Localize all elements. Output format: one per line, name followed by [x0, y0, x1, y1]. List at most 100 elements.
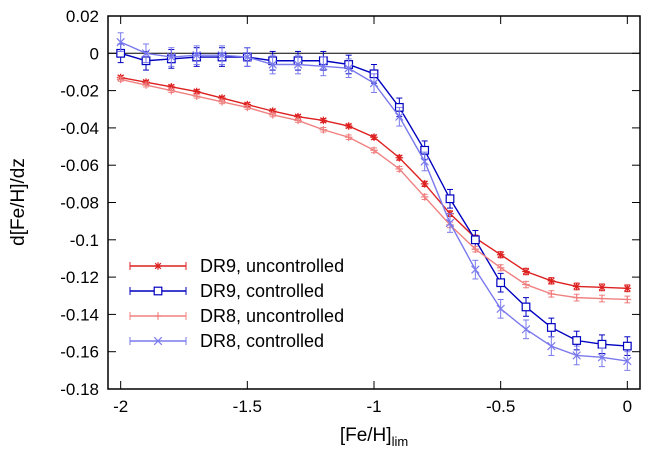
data-point	[546, 323, 556, 332]
data-point	[420, 193, 429, 201]
data-point	[445, 194, 455, 204]
data-point	[522, 280, 530, 289]
legend-item: DR8, uncontrolled	[129, 306, 344, 326]
asterisk-marker-b	[522, 268, 530, 275]
cross-marker-b	[116, 37, 125, 47]
y-tick-label: -0.08	[60, 194, 99, 213]
data-point	[319, 62, 328, 71]
series-4	[116, 32, 632, 371]
data-point	[116, 37, 125, 47]
x-tick-label: 0	[623, 397, 632, 416]
cross-marker-b	[623, 356, 632, 366]
square-marker	[597, 339, 607, 349]
data-point	[141, 49, 151, 58]
y-tick-label: -0.04	[60, 119, 99, 138]
data-point	[597, 353, 607, 362]
cross-marker-b	[572, 351, 581, 360]
data-point	[344, 133, 353, 142]
data-point	[344, 63, 353, 73]
legend-item: DR9, uncontrolled	[129, 256, 344, 276]
asterisk-marker-b	[370, 133, 378, 141]
data-point	[622, 341, 632, 351]
asterisk-marker-b	[573, 283, 580, 290]
series-3	[116, 75, 632, 304]
y-tick-label: 0	[90, 44, 99, 63]
legend-label: DR8, controlled	[200, 331, 324, 351]
cross-marker-b	[547, 341, 556, 351]
y-tick-label: -0.06	[60, 156, 99, 175]
cross-marker-b	[344, 63, 353, 73]
data-point	[294, 116, 302, 125]
legend-item: DR9, controlled	[129, 281, 324, 301]
y-tick-label: -0.16	[60, 343, 99, 362]
data-point	[395, 112, 404, 121]
legend-marker	[153, 336, 163, 346]
data-point	[192, 92, 201, 100]
data-point	[623, 295, 632, 304]
cross-marker-b	[597, 353, 607, 362]
x-tick-label: -1.5	[233, 397, 262, 416]
x-tick-label: -0.5	[486, 397, 515, 416]
asterisk-marker-b	[624, 285, 631, 292]
data-point	[623, 356, 632, 366]
data-point	[496, 304, 505, 314]
cross-marker-b	[167, 52, 176, 62]
cross-marker-b	[395, 112, 404, 121]
data-point	[243, 52, 252, 62]
data-point	[471, 245, 480, 253]
data-point	[572, 293, 581, 302]
cross-marker-b	[192, 50, 201, 60]
data-point	[268, 111, 277, 119]
asterisk-marker-b	[320, 117, 327, 124]
legend-item: DR8, controlled	[129, 331, 324, 351]
asterisk-marker-b	[548, 277, 555, 285]
data-point	[420, 157, 429, 166]
data-point	[547, 277, 556, 285]
square-marker	[496, 278, 506, 288]
data-point	[522, 267, 530, 276]
data-point	[217, 50, 227, 60]
series-line	[120, 78, 628, 301]
cross-marker-b	[471, 265, 480, 274]
asterisk-marker-b	[598, 284, 606, 291]
square-marker	[153, 286, 163, 296]
legend-marker	[154, 312, 162, 320]
y-tick-label: 0.02	[66, 7, 99, 26]
data-point	[243, 103, 252, 112]
data-point	[471, 265, 480, 274]
y-tick-label: -0.18	[60, 380, 99, 399]
data-point	[344, 122, 353, 130]
data-point	[547, 290, 556, 298]
data-point	[572, 336, 582, 345]
data-point	[192, 50, 201, 60]
asterisk-marker-b	[193, 88, 200, 95]
data-point	[319, 125, 328, 134]
square-marker	[622, 341, 632, 351]
legend-marker	[154, 262, 162, 270]
ticks-layer: 0.02 0 -0.02 -0.04 -0.06 -0.08 -0.1 -0.12 -0.14 -…	[60, 7, 640, 416]
data-point	[597, 339, 607, 349]
y-tick-label: -0.1	[70, 231, 99, 250]
data-point	[268, 60, 277, 69]
x-axis-label-subscript: lim	[392, 434, 409, 449]
cross-marker-b	[141, 49, 151, 58]
cross-marker-b	[420, 157, 429, 166]
series-layer	[116, 32, 632, 371]
asterisk-marker-b	[396, 154, 403, 162]
data-point	[142, 81, 150, 89]
data-point	[420, 180, 429, 188]
data-point	[218, 97, 226, 106]
square-marker	[470, 235, 480, 245]
square-marker	[521, 302, 531, 312]
data-point	[370, 146, 378, 155]
x-tick-label: -2	[113, 397, 128, 416]
data-point	[547, 341, 556, 351]
legend-label: DR9, uncontrolled	[200, 256, 344, 276]
cross-marker-b	[319, 62, 328, 71]
data-point	[598, 283, 606, 292]
square-marker	[572, 336, 582, 345]
data-point	[521, 302, 531, 312]
data-point	[395, 165, 404, 173]
data-point	[370, 133, 378, 142]
